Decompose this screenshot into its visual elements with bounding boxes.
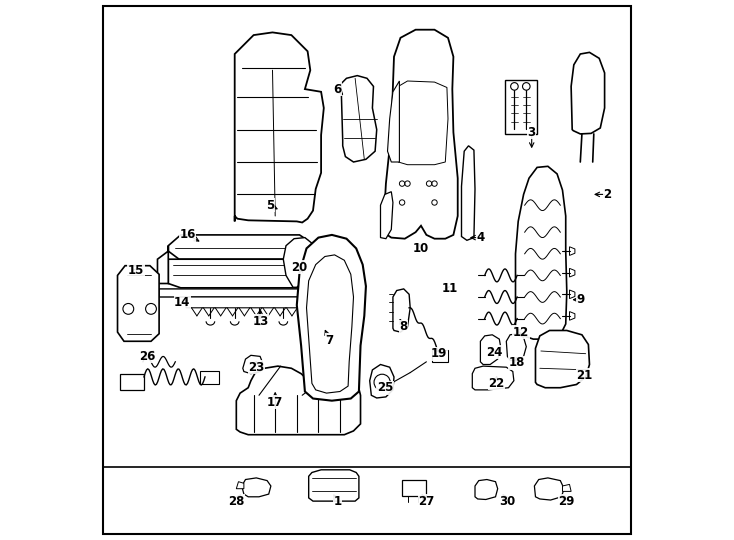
Polygon shape (236, 366, 360, 435)
Text: 1: 1 (333, 495, 341, 508)
Text: 30: 30 (499, 495, 515, 508)
Text: 8: 8 (399, 320, 408, 333)
Polygon shape (241, 478, 271, 497)
Polygon shape (307, 255, 354, 393)
Text: 23: 23 (248, 361, 264, 374)
Text: 20: 20 (291, 261, 308, 274)
Polygon shape (571, 52, 605, 134)
Polygon shape (283, 238, 314, 287)
Text: 10: 10 (413, 242, 429, 255)
Text: 11: 11 (441, 282, 458, 295)
Bar (120, 374, 144, 390)
Text: 29: 29 (559, 495, 575, 508)
Polygon shape (506, 334, 526, 361)
Polygon shape (341, 76, 377, 162)
Polygon shape (388, 81, 399, 162)
Polygon shape (515, 166, 567, 339)
Text: 28: 28 (228, 495, 244, 508)
Polygon shape (158, 246, 168, 284)
Text: 5: 5 (266, 199, 274, 212)
Text: 3: 3 (528, 126, 536, 139)
Polygon shape (159, 287, 316, 297)
Bar (505, 80, 537, 134)
Polygon shape (309, 470, 359, 501)
Polygon shape (536, 330, 589, 388)
Text: 25: 25 (377, 381, 393, 394)
Text: 24: 24 (486, 346, 502, 359)
Text: 27: 27 (418, 495, 435, 508)
Text: 9: 9 (576, 293, 584, 306)
Bar (402, 480, 426, 496)
Polygon shape (243, 355, 264, 374)
Polygon shape (534, 478, 564, 500)
Bar (432, 350, 448, 362)
Text: 19: 19 (431, 347, 447, 360)
Text: 14: 14 (174, 296, 191, 309)
Text: 18: 18 (509, 356, 526, 369)
Text: 16: 16 (180, 228, 196, 241)
Polygon shape (562, 484, 571, 491)
Polygon shape (393, 289, 410, 332)
Polygon shape (297, 235, 366, 401)
Polygon shape (370, 364, 394, 398)
Polygon shape (236, 482, 244, 489)
Text: 22: 22 (488, 377, 505, 390)
Polygon shape (462, 146, 475, 240)
Polygon shape (117, 266, 159, 341)
Bar (200, 371, 219, 384)
Text: 26: 26 (139, 350, 156, 363)
Text: 15: 15 (128, 264, 144, 276)
Polygon shape (235, 32, 324, 222)
Text: 2: 2 (603, 188, 611, 201)
Polygon shape (380, 192, 393, 239)
Polygon shape (475, 480, 498, 500)
Text: 21: 21 (576, 369, 593, 382)
Polygon shape (168, 259, 308, 288)
Text: 17: 17 (267, 396, 283, 409)
Polygon shape (186, 296, 310, 308)
Polygon shape (472, 366, 514, 390)
Circle shape (511, 83, 518, 90)
Text: 12: 12 (513, 326, 529, 339)
Text: 6: 6 (333, 83, 341, 96)
Polygon shape (480, 335, 501, 365)
Text: 7: 7 (325, 334, 333, 347)
Text: 4: 4 (476, 231, 484, 244)
Polygon shape (168, 235, 308, 259)
Polygon shape (383, 30, 458, 239)
Text: 13: 13 (252, 315, 269, 328)
Circle shape (523, 83, 530, 90)
